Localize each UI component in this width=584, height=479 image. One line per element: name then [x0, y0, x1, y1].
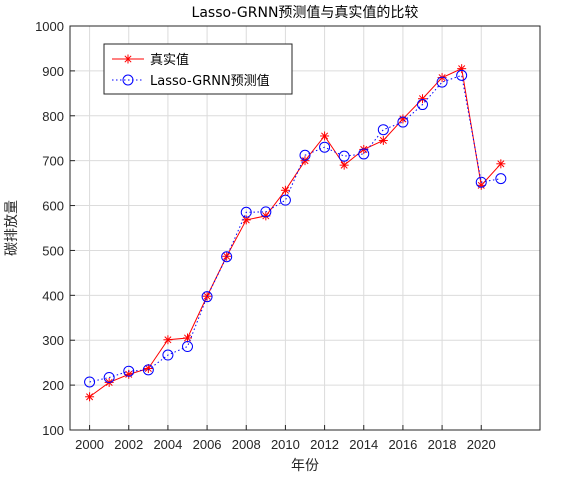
data-point-asterisk [378, 135, 388, 145]
y-tick-label: 500 [42, 243, 64, 258]
y-tick-label: 600 [42, 199, 64, 214]
data-point-circle [377, 124, 389, 136]
series-layer [84, 64, 507, 402]
data-point-asterisk [163, 335, 173, 345]
data-point-asterisk [398, 114, 408, 124]
x-tick-label: 2020 [467, 437, 496, 452]
data-point-circle [103, 371, 115, 383]
legend-marker-asterisk [123, 54, 133, 64]
data-point-circle [279, 194, 291, 206]
data-point-circle [162, 349, 174, 361]
y-tick-label: 900 [42, 64, 64, 79]
x-tick-label: 2018 [428, 437, 457, 452]
plot-frame [69, 25, 541, 431]
series-2 [84, 69, 507, 388]
y-tick-label: 100 [42, 423, 64, 438]
data-point-asterisk [143, 364, 153, 374]
tick-layer: 100 200 300 400 500 600 700 800 900 1000 2000 2002 2… [35, 19, 496, 452]
legend-label-1: 真实值 [150, 52, 189, 68]
x-tick-label: 2014 [349, 437, 378, 452]
data-point-asterisk [476, 180, 486, 190]
x-tick-label: 2012 [310, 437, 339, 452]
data-point-circle [142, 364, 154, 376]
data-point-asterisk [124, 369, 134, 379]
data-point-circle [417, 99, 428, 111]
data-point-asterisk [496, 159, 506, 169]
data-point-asterisk [320, 131, 330, 141]
data-point-circle [182, 341, 193, 353]
legend: 真实值 Lasso-GRNN预测值 [103, 43, 293, 95]
y-tick-label: 1000 [35, 19, 64, 34]
x-axis-title: 年份 [291, 458, 319, 474]
data-point-circle [84, 376, 96, 388]
data-point-circle [338, 150, 350, 162]
legend-label-2: Lasso-GRNN预测值 [150, 73, 270, 89]
data-point-circle [495, 173, 507, 185]
x-tick-label: 2010 [271, 437, 300, 452]
data-point-asterisk [183, 333, 192, 343]
y-tick-label: 200 [42, 378, 64, 393]
data-point-circle [260, 206, 272, 218]
data-point-asterisk [339, 160, 349, 170]
y-axis-title: 碳排放量 [4, 200, 20, 256]
x-tick-label: 2008 [232, 437, 261, 452]
data-point-circle [436, 76, 448, 88]
series-line [89, 74, 501, 383]
data-point-circle [475, 176, 487, 188]
legend-marker-circle [122, 74, 134, 86]
data-point-circle [358, 148, 370, 160]
x-tick-label: 2002 [114, 437, 143, 452]
legend-box [103, 43, 293, 95]
data-point-circle [319, 141, 331, 153]
data-point-circle [201, 291, 213, 303]
data-point-asterisk [85, 392, 95, 402]
data-point-circle [299, 149, 311, 161]
series-line [89, 67, 502, 398]
data-point-circle [221, 251, 233, 263]
x-tick-label: 2016 [388, 437, 417, 452]
y-tick-label: 700 [42, 154, 64, 169]
data-point-circle [240, 206, 252, 218]
data-point-circle [456, 69, 468, 81]
y-tick-label: 800 [42, 109, 64, 124]
x-tick-label: 2004 [153, 437, 182, 452]
y-tick-label: 400 [42, 288, 64, 303]
y-tick-label: 300 [42, 333, 64, 348]
data-point-asterisk [280, 185, 290, 195]
data-point-circle [397, 116, 409, 128]
data-point-asterisk [418, 94, 427, 104]
chart-title: Lasso-GRNN预测值与真实值的比较 [192, 5, 419, 21]
x-tick-label: 2000 [75, 437, 104, 452]
data-point-circle [123, 365, 135, 377]
x-tick-label: 2006 [193, 437, 222, 452]
